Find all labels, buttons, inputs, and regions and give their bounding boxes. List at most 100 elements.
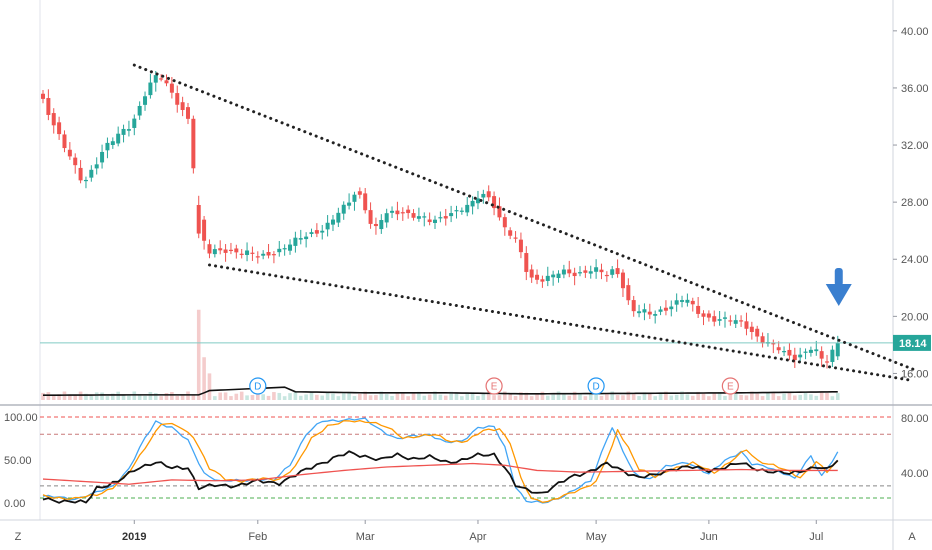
candle-body xyxy=(94,164,99,169)
candle-body xyxy=(776,347,781,351)
candle-body xyxy=(578,272,582,274)
candle-body xyxy=(642,309,647,313)
volume-bar xyxy=(545,395,550,400)
volume-bar xyxy=(470,392,475,400)
event-marker[interactable] xyxy=(249,377,267,395)
oscillator-line xyxy=(42,420,839,503)
volume-bar xyxy=(465,392,470,400)
volume-bar xyxy=(261,394,265,400)
candle-body xyxy=(357,191,362,195)
candle-body xyxy=(62,134,67,149)
volume-bar xyxy=(562,394,566,400)
candle-body xyxy=(792,354,797,361)
volume-bar xyxy=(368,395,373,400)
candle-body xyxy=(481,193,486,198)
volume-bar xyxy=(830,396,835,400)
volume-bar xyxy=(658,393,663,400)
volume-bar xyxy=(304,394,308,400)
candle-body xyxy=(835,342,840,357)
volume-bar xyxy=(111,393,115,400)
candle-body xyxy=(814,349,819,352)
event-label: E xyxy=(727,382,734,393)
candle-body xyxy=(771,343,776,345)
candle-body xyxy=(304,236,309,240)
volume-bars xyxy=(41,309,840,400)
down-arrow-icon[interactable] xyxy=(825,268,852,306)
candle-body xyxy=(148,82,153,96)
candle-body xyxy=(223,249,228,253)
candle-body xyxy=(674,300,679,305)
candle-body xyxy=(293,237,298,246)
volume-bar xyxy=(175,395,180,400)
event-marker[interactable] xyxy=(721,377,739,395)
volume-bar xyxy=(529,396,534,400)
candle-body xyxy=(51,113,56,126)
candle-body xyxy=(368,210,373,224)
volume-bar xyxy=(642,392,647,400)
candle-body xyxy=(239,253,244,255)
autoscale-button-label[interactable]: A xyxy=(908,531,916,543)
volume-bar xyxy=(492,395,496,400)
autoscale-button[interactable]: A xyxy=(908,531,916,543)
price-tick-label: 40.00 xyxy=(901,26,929,38)
candle-body xyxy=(314,230,319,234)
volume-bar xyxy=(476,396,480,400)
upper-wedge-line[interactable] xyxy=(132,63,915,371)
candle-body xyxy=(266,251,271,256)
volume-bar xyxy=(422,395,427,400)
candle-body xyxy=(121,128,126,135)
candle-body xyxy=(384,213,389,223)
candle-body xyxy=(400,212,405,214)
candle-body xyxy=(749,326,754,332)
volume-bar xyxy=(707,396,711,400)
volume-bar xyxy=(315,394,319,400)
oscillator-line xyxy=(42,462,838,485)
candle-body xyxy=(411,213,416,218)
volume-bar xyxy=(41,392,45,400)
candle-body xyxy=(89,169,94,178)
volume-bar xyxy=(744,395,749,400)
volume-bar xyxy=(798,394,802,400)
candle-body xyxy=(143,96,148,105)
candle-body xyxy=(250,252,255,254)
volume-bar xyxy=(728,394,733,400)
last-price-label: 18.14 xyxy=(899,338,927,350)
event-marker[interactable] xyxy=(587,377,605,395)
candle-body xyxy=(561,269,566,275)
volume-bar xyxy=(390,395,394,400)
volume-bar xyxy=(535,393,539,400)
price-tick-label: 36.00 xyxy=(901,83,929,95)
volume-bar xyxy=(277,392,282,400)
candle-body xyxy=(497,206,502,218)
volume-bar xyxy=(578,393,582,400)
candle-body xyxy=(57,122,62,135)
candle-body xyxy=(202,219,207,241)
time-axis: 2019 Feb Mar Apr May Jun Jul xyxy=(122,520,823,543)
candle-body xyxy=(67,149,72,157)
arrow-shaft xyxy=(834,268,843,286)
candle-body xyxy=(137,105,142,116)
volume-bar xyxy=(540,391,545,400)
volume-bar xyxy=(637,396,641,400)
time-tick-label: Feb xyxy=(248,531,267,543)
volume-bar xyxy=(766,392,770,400)
candle-body xyxy=(212,249,217,255)
volume-bar xyxy=(245,395,249,400)
volume-bar xyxy=(148,391,153,400)
timezone-button-label[interactable]: Z xyxy=(15,531,22,543)
volume-bar xyxy=(610,391,615,400)
event-marker[interactable] xyxy=(485,377,503,395)
candle-body xyxy=(663,307,668,311)
candle-body xyxy=(185,107,190,119)
volume-bar xyxy=(207,373,212,400)
volume-bar xyxy=(89,396,94,400)
volume-bar xyxy=(417,391,421,400)
price-axis: 40.00 36.00 32.00 28.00 24.00 20.00 16.00 xyxy=(893,26,929,380)
candle-body xyxy=(352,194,357,202)
oscillator-left-tick-label: 100.00 xyxy=(4,412,38,424)
candle-body xyxy=(717,319,722,321)
volume-bar xyxy=(712,392,717,400)
timezone-button[interactable]: Z xyxy=(15,531,22,543)
candle-body xyxy=(755,328,760,337)
